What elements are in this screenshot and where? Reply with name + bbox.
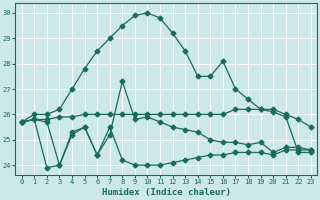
X-axis label: Humidex (Indice chaleur): Humidex (Indice chaleur) xyxy=(102,188,231,197)
